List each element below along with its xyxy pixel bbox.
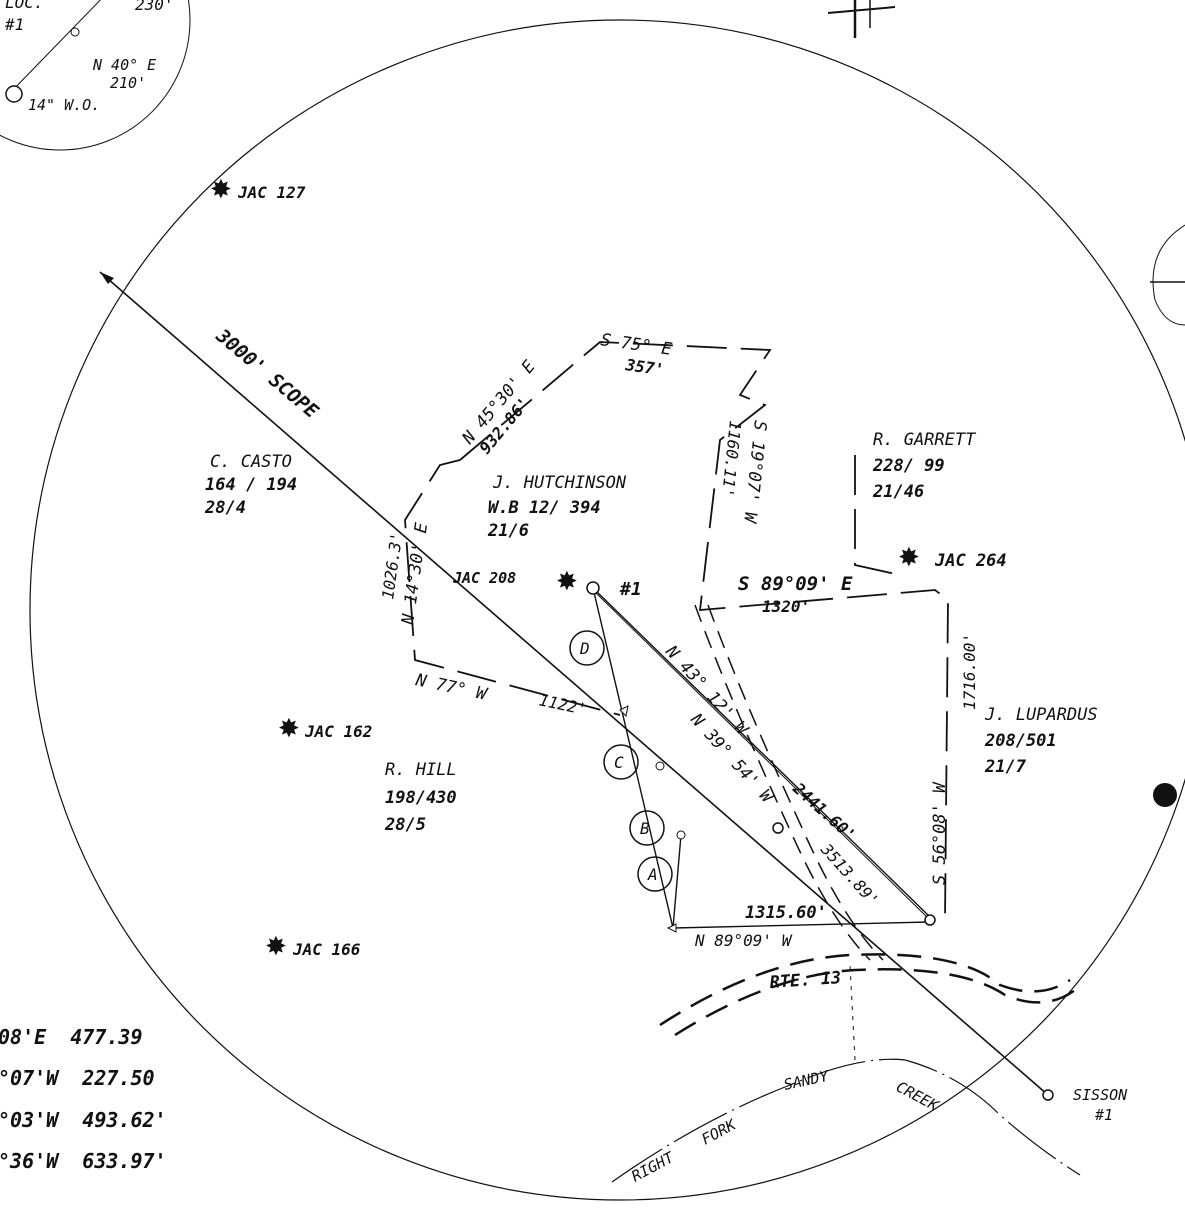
owner-lupardus-ref2: 21/7	[984, 757, 1027, 777]
segment-d-label: D	[579, 639, 590, 658]
distance-d10: 1315.60'	[745, 903, 827, 923]
scope-line	[99, 271, 1049, 1096]
scope-circle	[29, 19, 1185, 1201]
creek-sandy: SANDY	[782, 1067, 831, 1094]
route-road	[659, 953, 1071, 1027]
owner-lupardus-name: J. LUPARDUS	[984, 705, 1098, 725]
bearing-b6: S 56°08' W	[930, 781, 950, 885]
segment-c-circle	[603, 744, 639, 780]
well-label-jac208: JAC 208	[452, 569, 516, 587]
table-row: °07'W 227.50	[0, 1066, 155, 1090]
well-label-jac166: JAC 166	[292, 940, 361, 959]
inset-dist: 210'	[110, 74, 146, 92]
inset-well-size: 14" W.O.	[28, 96, 100, 114]
inset-dist-top: 230'	[135, 0, 174, 14]
well-label-jac162: JAC 162	[304, 722, 372, 741]
segment-d-circle	[569, 630, 605, 666]
owner-casto-name: C. CASTO	[210, 452, 292, 472]
well-label-jac264: JAC 264	[934, 551, 1007, 571]
bearing-b7: N 77° W	[413, 670, 490, 705]
segment-a-circle	[637, 856, 673, 892]
road-label: RTE. 13	[769, 968, 842, 993]
distance-d6: 1716.00'	[960, 633, 979, 710]
owner-hutchinson-ref1: W.B 12/ 394	[488, 498, 601, 518]
creek-right: RIGHT	[628, 1148, 677, 1186]
edge-blot-icon	[1153, 783, 1177, 807]
owner-hill-name: R. HILL	[385, 760, 457, 780]
segment-b-circle	[629, 810, 665, 846]
segment-a-label: A	[647, 865, 658, 884]
bearing-b5: S 89°09' E	[738, 573, 853, 595]
owner-garrett-ref1: 228/ 99	[872, 456, 945, 476]
inset-loc-num: #1	[4, 15, 24, 34]
distance-d9: 3513.89'	[816, 839, 882, 910]
well-symbol-icon	[5, 85, 23, 103]
property-boundary	[459, 341, 949, 921]
well-star-icon: ✸	[278, 714, 300, 744]
inset-circle	[0, 0, 191, 151]
owner-hill-ref2: 28/5	[384, 815, 426, 835]
scope-label: 3000' SCOPE	[211, 324, 323, 423]
segment-c-label: C	[614, 753, 624, 772]
owner-lupardus-ref1: 208/501	[984, 731, 1057, 751]
owner-hutchinson-name: J. HUTCHINSON	[492, 473, 627, 493]
owner-hutchinson-ref2: 21/6	[487, 521, 529, 541]
segment-b-label: B	[640, 819, 650, 838]
cross-mark-icon	[827, 0, 896, 38]
table-row: °36'W 633.97'	[0, 1149, 167, 1173]
owner-garrett-name: R. GARRETT	[873, 430, 977, 450]
distance-d5: 1320'	[762, 597, 810, 616]
well-star-icon: ✸	[210, 175, 232, 205]
creek-fork: FORK	[698, 1115, 739, 1148]
location-marker: #1	[619, 579, 642, 600]
creek-creek: CREEK	[893, 1078, 942, 1116]
distance-d7: 1122'	[537, 690, 588, 719]
creek-line	[611, 1058, 1081, 1183]
distance-d2: 357'	[623, 355, 665, 379]
sisson-well-icon	[1042, 1089, 1054, 1101]
table-row: °03'W 493.62'	[0, 1108, 167, 1132]
well-star-icon: ✸	[265, 932, 287, 962]
well-label-jac127: JAC 127	[237, 183, 306, 202]
bearing-b10: N 89°09' W	[694, 931, 793, 950]
well-star-icon: ✸	[898, 543, 920, 573]
well-star-icon: ✸	[556, 567, 578, 597]
inset-bearing: N 40° E	[92, 56, 156, 74]
owner-garrett-ref2: 21/46	[872, 482, 924, 502]
owner-casto-ref2: 28/4	[204, 498, 246, 518]
edge-arc-mark	[1152, 224, 1185, 326]
sisson-num: #1	[1094, 1106, 1113, 1124]
inset-loc: LOC.	[5, 0, 44, 12]
owner-casto-ref1: 164 / 194	[205, 475, 297, 495]
distance-d8: 2441.60'	[789, 778, 860, 844]
sisson-name: SISSON	[1073, 1086, 1128, 1104]
table-row: 08'E 477.39	[0, 1025, 143, 1049]
owner-hill-ref1: 198/430	[385, 788, 457, 808]
distance-d3: 1160.11'	[718, 420, 745, 499]
